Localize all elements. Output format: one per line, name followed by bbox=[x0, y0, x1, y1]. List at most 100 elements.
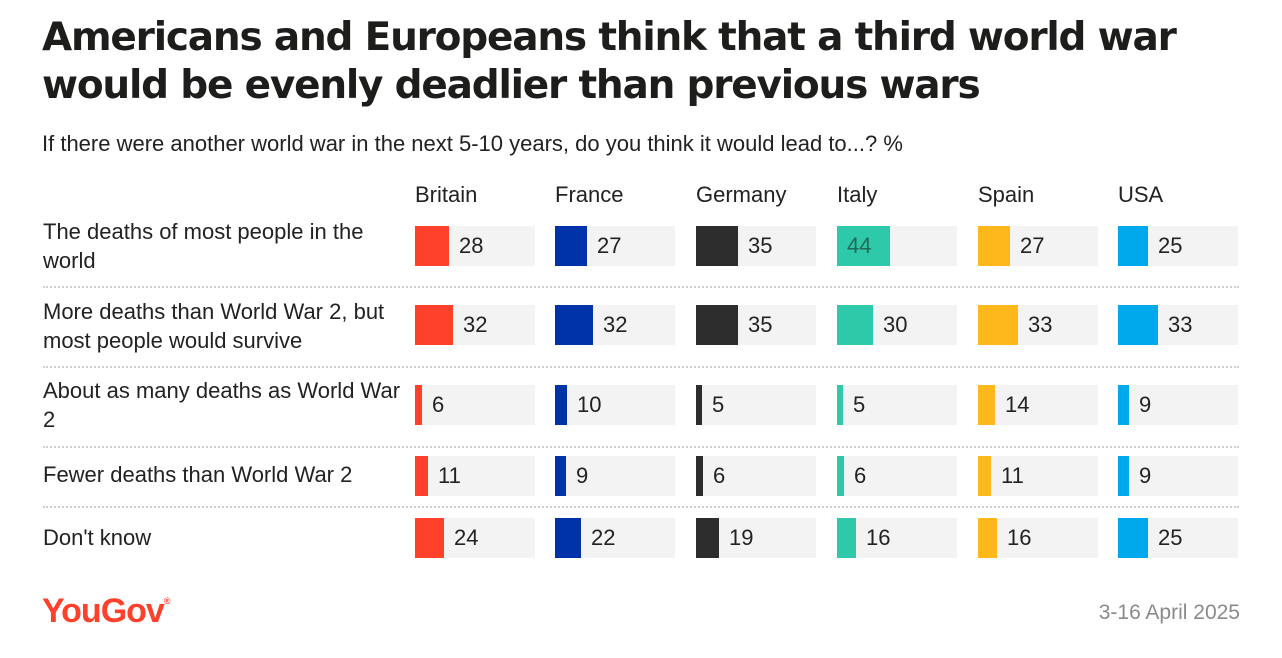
category-label: The deaths of most people in the world bbox=[43, 219, 364, 273]
data-label: 9 bbox=[576, 463, 589, 488]
category-label: Fewer deaths than World War 2 bbox=[43, 462, 353, 487]
bar bbox=[837, 226, 890, 266]
bar bbox=[837, 385, 843, 425]
bar bbox=[696, 518, 719, 558]
bar-cell: 10 bbox=[555, 385, 675, 425]
data-label: 32 bbox=[463, 312, 488, 337]
bar-cell: 32 bbox=[415, 305, 535, 345]
bar bbox=[1118, 385, 1129, 425]
category-label: Don't know bbox=[43, 525, 152, 550]
bar bbox=[837, 518, 856, 558]
bar bbox=[696, 456, 703, 496]
bar bbox=[696, 305, 738, 345]
bar bbox=[415, 385, 422, 425]
data-label: 19 bbox=[729, 525, 754, 550]
data-label: 9 bbox=[1139, 463, 1152, 488]
bar-cell: 25 bbox=[1118, 518, 1238, 558]
bar bbox=[1118, 305, 1158, 345]
bar-cell: 28 bbox=[415, 226, 535, 266]
series-header-britain: Britain bbox=[415, 182, 478, 207]
data-label: 27 bbox=[1020, 233, 1045, 258]
category-label: About as many deaths as World War 2 bbox=[43, 378, 401, 432]
data-label: 30 bbox=[883, 312, 908, 337]
bar bbox=[555, 305, 593, 345]
row-divider bbox=[43, 506, 1239, 508]
yougov-logo: YouGov® bbox=[42, 592, 170, 630]
series-header-usa: USA bbox=[1118, 182, 1164, 207]
bar-cell: 35 bbox=[696, 226, 816, 266]
bar bbox=[978, 456, 991, 496]
bar bbox=[415, 518, 444, 558]
data-label: 6 bbox=[713, 463, 726, 488]
bar-cell: 33 bbox=[1118, 305, 1238, 345]
bar bbox=[696, 385, 702, 425]
bar-cell: 6 bbox=[837, 456, 957, 496]
data-label: 33 bbox=[1168, 312, 1193, 337]
data-label: 11 bbox=[438, 463, 461, 488]
bar bbox=[978, 226, 1010, 266]
bar-cell: 27 bbox=[555, 226, 675, 266]
bar-cell: 25 bbox=[1118, 226, 1238, 266]
data-label: 32 bbox=[603, 312, 628, 337]
series-header-germany: Germany bbox=[696, 182, 787, 207]
data-label: 10 bbox=[577, 392, 602, 417]
data-label: 25 bbox=[1158, 525, 1183, 550]
bar bbox=[415, 305, 453, 345]
series-header-italy: Italy bbox=[837, 182, 878, 207]
bar-cell: 27 bbox=[978, 226, 1098, 266]
bar-cell: 5 bbox=[696, 385, 816, 425]
series-header-spain: Spain bbox=[978, 182, 1035, 207]
data-label: 9 bbox=[1139, 392, 1152, 417]
survey-date: 3-16 April 2025 bbox=[1098, 601, 1240, 624]
bar bbox=[555, 226, 587, 266]
data-label: 6 bbox=[432, 392, 445, 417]
bar bbox=[978, 518, 997, 558]
bar bbox=[555, 518, 581, 558]
bar-cell: 16 bbox=[837, 518, 957, 558]
row-divider bbox=[43, 366, 1239, 368]
bar-cell: 11 bbox=[978, 456, 1098, 496]
bar bbox=[555, 385, 567, 425]
bar-cell: 9 bbox=[1118, 385, 1238, 425]
bar-cell: 9 bbox=[555, 456, 675, 496]
bar bbox=[837, 305, 873, 345]
data-label: 28 bbox=[459, 233, 484, 258]
series-header-france: France bbox=[555, 182, 624, 207]
bar bbox=[1118, 456, 1129, 496]
bar bbox=[837, 456, 844, 496]
bar bbox=[978, 385, 995, 425]
bar-cell: 22 bbox=[555, 518, 675, 558]
bar-cell: 33 bbox=[978, 305, 1098, 345]
data-label: 14 bbox=[1005, 392, 1030, 417]
row-divider bbox=[43, 286, 1239, 288]
bar-cell: 19 bbox=[696, 518, 816, 558]
bar-cell: 9 bbox=[1118, 456, 1238, 496]
bar-cell: 35 bbox=[696, 305, 816, 345]
data-label: 11 bbox=[1001, 463, 1024, 488]
data-label: 16 bbox=[866, 525, 891, 550]
row-divider bbox=[43, 446, 1239, 448]
data-label: 35 bbox=[748, 312, 773, 337]
data-label: 35 bbox=[748, 233, 773, 258]
bar-cell: 32 bbox=[555, 305, 675, 345]
bar-cell: 44 bbox=[837, 226, 957, 266]
bar bbox=[1118, 226, 1148, 266]
chart-subtitle: If there were another world war in the n… bbox=[42, 131, 903, 156]
bar bbox=[696, 226, 738, 266]
bar bbox=[978, 305, 1018, 345]
data-label: 5 bbox=[853, 392, 866, 417]
data-label: 24 bbox=[454, 525, 479, 550]
data-label: 44 bbox=[847, 233, 872, 258]
category-label: More deaths than World War 2, but most p… bbox=[43, 299, 385, 353]
bar-cell: 6 bbox=[415, 385, 535, 425]
data-label: 6 bbox=[854, 463, 867, 488]
bar-cell: 24 bbox=[415, 518, 535, 558]
data-label: 33 bbox=[1028, 312, 1053, 337]
bar bbox=[415, 226, 449, 266]
bar-cell: 11 bbox=[415, 456, 535, 496]
bar bbox=[415, 456, 428, 496]
data-label: 25 bbox=[1158, 233, 1183, 258]
bar-cell: 16 bbox=[978, 518, 1098, 558]
bar bbox=[1118, 518, 1148, 558]
data-label: 22 bbox=[591, 525, 616, 550]
